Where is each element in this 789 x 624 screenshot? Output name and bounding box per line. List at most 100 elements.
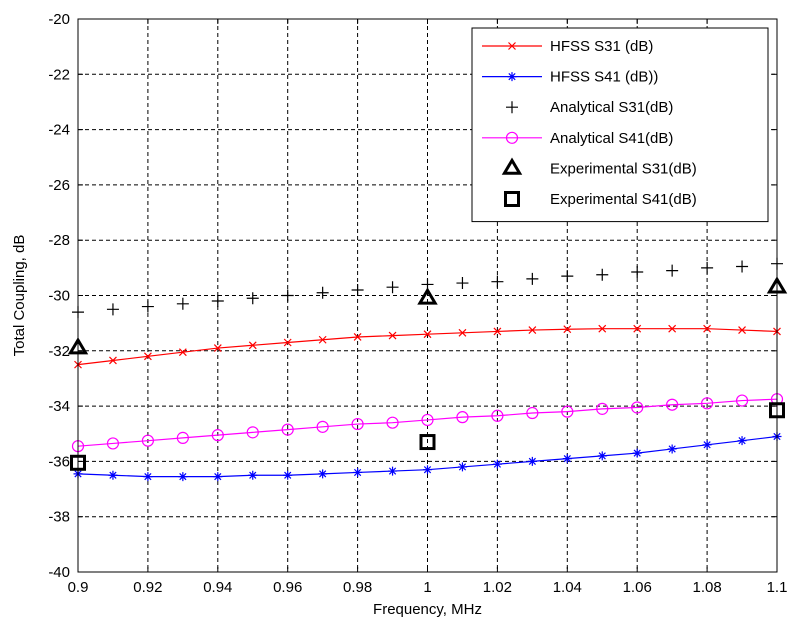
data-point-analytical-s41-db: [106, 437, 120, 450]
data-point-hfss-s41-db: [213, 472, 223, 482]
data-point-hfss-s41-db: [108, 470, 118, 480]
x-tick-label: 0.9: [68, 579, 89, 596]
y-tick-label: -22: [48, 66, 70, 83]
data-point-hfss-s31-db: [318, 335, 327, 344]
data-point-analytical-s41-db: [700, 397, 714, 410]
series-hfss-s31-db: [74, 324, 781, 369]
legend-label: Experimental S41(dB): [550, 191, 697, 208]
y-tick-label: -20: [48, 11, 70, 28]
data-point-analytical-s31-db: [631, 265, 644, 278]
data-point-analytical-s31-db: [281, 289, 294, 302]
data-point-analytical-s41-db: [491, 409, 504, 422]
data-point-hfss-s31-db: [143, 352, 152, 361]
data-point-hfss-s41-db: [492, 459, 502, 469]
x-tick-label: 1.06: [623, 579, 652, 596]
data-point-hfss-s41-db: [178, 472, 188, 482]
legend-swatch-marker: [504, 191, 520, 207]
data-point-hfss-s31-db: [283, 338, 292, 347]
legend-label: Experimental S31(dB): [550, 160, 697, 177]
data-point-analytical-s41-db: [631, 401, 644, 414]
x-axis-title: Frequency, MHz: [373, 601, 482, 618]
x-tick-label: 0.96: [273, 579, 302, 596]
legend-label: Analytical S41(dB): [550, 130, 673, 147]
data-point-analytical-s31-db: [141, 300, 154, 313]
data-point-hfss-s41-db: [527, 456, 537, 466]
data-point-hfss-s31-db: [423, 330, 432, 339]
data-point-analytical-s31-db: [666, 264, 679, 277]
y-tick-label: -24: [48, 122, 70, 139]
data-point-hfss-s41-db: [737, 436, 747, 446]
data-point-analytical-s41-db: [141, 434, 154, 447]
data-point-hfss-s41-db: [702, 440, 712, 450]
y-tick-label: -36: [48, 453, 70, 470]
data-point-hfss-s41-db: [143, 472, 153, 482]
data-point-hfss-s31-db: [563, 325, 572, 334]
legend-swatch-marker: [505, 131, 519, 144]
data-point-analytical-s31-db: [351, 283, 364, 296]
data-point-hfss-s41-db: [597, 451, 607, 461]
data-point-hfss-s41-db: [632, 448, 642, 458]
data-point-hfss-s41-db: [562, 454, 572, 464]
data-point-analytical-s41-db: [526, 406, 539, 420]
data-point-experimental-s41-db: [419, 434, 436, 451]
data-point-analytical-s31-db: [596, 268, 609, 281]
data-point-hfss-s41-db: [667, 444, 677, 454]
legend-label: HFSS S31 (dB): [550, 38, 653, 55]
data-point-analytical-s41-db: [456, 411, 469, 424]
axis-ticks: 0.9 0.92 0.94 0.96 0.98 1 1.02 1.04 1.06 1.08 1.1 -…: [48, 11, 787, 596]
data-point-hfss-s31-db: [458, 328, 467, 337]
series-line-analytical-s41-db: [77, 398, 778, 447]
legend-label: HFSS S41 (dB)): [550, 69, 658, 86]
x-tick-label: 1: [423, 579, 431, 596]
y-axis-title: Total Coupling, dB: [11, 235, 28, 357]
legend: HFSS S31 (dB) HFSS S41 (dB)) Analytical S3…: [471, 27, 769, 223]
data-point-analytical-s31-db: [736, 260, 749, 273]
data-point-hfss-s41-db: [423, 465, 432, 475]
data-point-analytical-s31-db: [491, 275, 504, 288]
x-tick-label: 1.08: [692, 579, 721, 596]
legend-swatch-marker: [501, 157, 523, 175]
x-tick-label: 0.94: [203, 579, 232, 596]
legend-entry-experimental-s41-db: Experimental S41(dB): [504, 191, 697, 208]
data-point-analytical-s41-db: [386, 416, 399, 429]
legend-entry-analytical-s31-db: Analytical S31(dB): [506, 99, 673, 116]
data-point-hfss-s31-db: [668, 324, 677, 333]
y-tick-label: -40: [48, 564, 70, 581]
legend-box: [471, 27, 769, 223]
data-point-analytical-s41-db: [735, 394, 749, 407]
data-point-hfss-s31-db: [493, 327, 502, 336]
data-point-analytical-s41-db: [351, 417, 364, 431]
legend-entry-analytical-s41-db: Analytical S41(dB): [482, 130, 673, 147]
x-tick-label: 0.92: [133, 579, 162, 596]
x-tick-label: 1.02: [483, 579, 512, 596]
data-point-analytical-s31-db: [526, 272, 539, 285]
legend-entry-experimental-s31-db: Experimental S31(dB): [501, 157, 697, 177]
x-tick-label: 1.1: [767, 579, 788, 596]
data-point-analytical-s31-db: [211, 295, 224, 308]
data-point-analytical-s31-db: [176, 297, 189, 310]
data-point-analytical-s41-db: [316, 420, 329, 433]
data-point-hfss-s31-db: [528, 326, 537, 334]
data-point-analytical-s31-db: [561, 270, 574, 283]
data-point-analytical-s31-db: [456, 277, 469, 290]
data-point-analytical-s41-db: [666, 398, 679, 411]
data-point-analytical-s41-db: [281, 423, 294, 436]
data-point-hfss-s31-db: [598, 324, 607, 333]
data-point-hfss-s31-db: [353, 333, 362, 341]
data-point-analytical-s41-db: [176, 431, 189, 444]
legend-swatch-marker: [506, 101, 518, 114]
legend-entry-hfss-s31-db: HFSS S31 (dB): [482, 38, 653, 55]
data-point-analytical-s41-db: [211, 429, 224, 442]
legend-entry-hfss-s41-db: HFSS S41 (dB)): [482, 69, 658, 86]
y-tick-label: -34: [48, 398, 70, 415]
data-point-hfss-s41-db: [318, 469, 328, 479]
legend-label: Analytical S31(dB): [550, 99, 673, 116]
data-point-hfss-s31-db: [248, 341, 257, 350]
data-point-hfss-s31-db: [738, 326, 746, 334]
data-point-analytical-s41-db: [561, 405, 574, 418]
data-point-analytical-s31-db: [106, 303, 119, 316]
x-tick-label: 0.98: [343, 579, 372, 596]
y-tick-label: -30: [48, 288, 70, 305]
data-point-analytical-s31-db: [701, 261, 714, 274]
data-point-analytical-s41-db: [246, 426, 259, 439]
